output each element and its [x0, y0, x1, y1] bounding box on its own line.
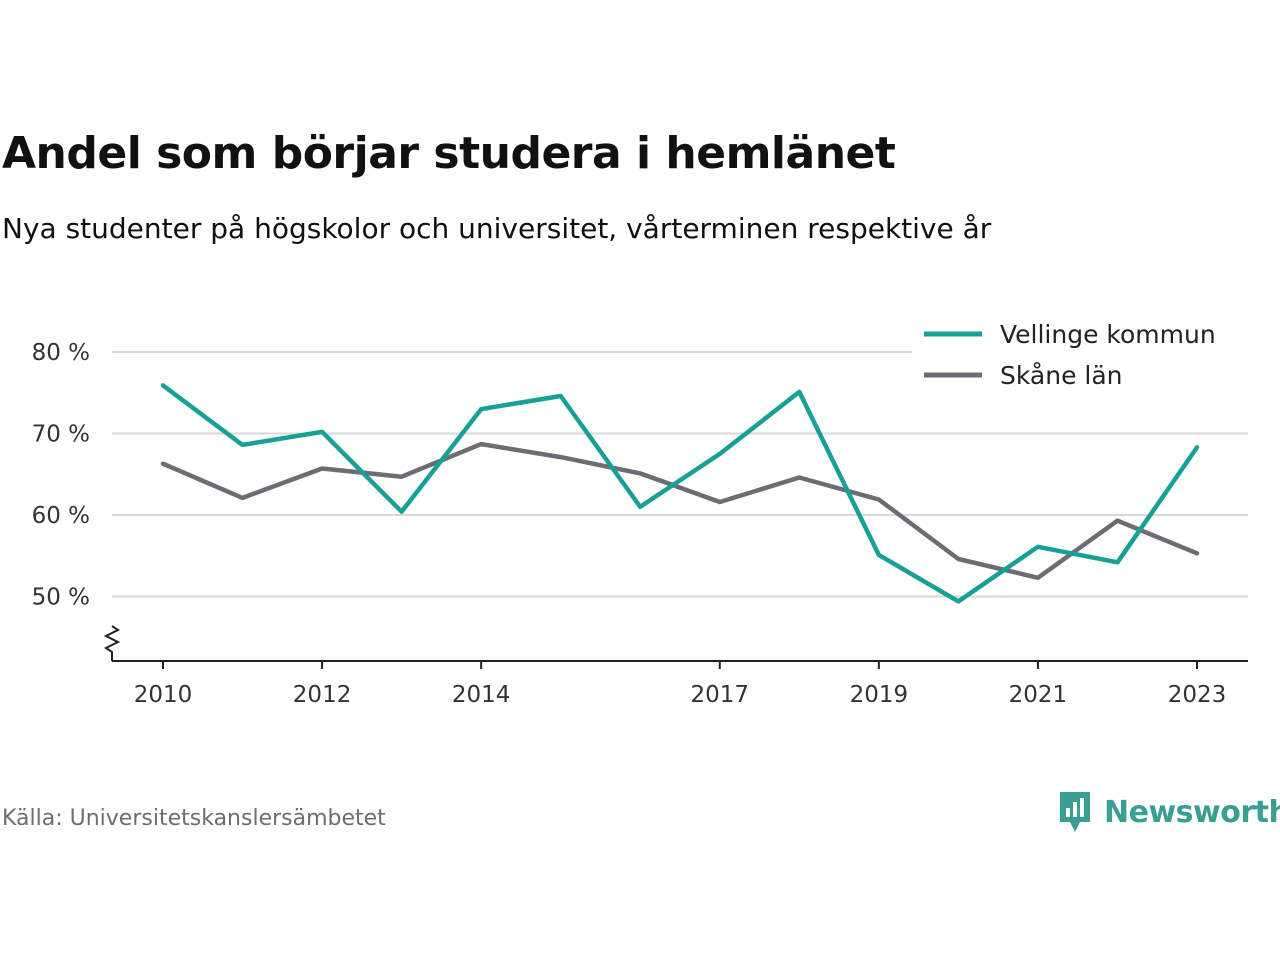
source-note: Källa: Universitetskanslersämbetet [2, 806, 386, 831]
x-tick-label: 2014 [452, 682, 511, 708]
axis-break-icon [103, 625, 121, 661]
x-tick-label: 2012 [293, 682, 352, 708]
legend-label: Skåne län [1000, 361, 1123, 390]
x-tick-label: 2010 [134, 682, 193, 708]
y-tick-label: 50 % [32, 585, 90, 611]
chart-subtitle: Nya studenter på högskolor och universit… [2, 212, 992, 245]
series-line [160, 441, 1200, 581]
legend-label: Vellinge kommun [1000, 320, 1216, 349]
x-axis-ticks: 2010 2012 2014 2017 2019 2021 2023 [134, 661, 1227, 708]
x-tick-label: 2021 [1009, 682, 1068, 708]
series-line [160, 383, 1200, 604]
x-axis [103, 625, 1248, 662]
legend-background [912, 316, 1248, 404]
logo-text: Newsworthy [1104, 794, 1280, 830]
y-tick-label: 80 % [32, 340, 90, 366]
line-chart: 80 % 70 % 60 % 50 % 2010 2012 2014 2017 2019 202… [32, 316, 1248, 708]
y-tick-label: 70 % [32, 422, 90, 448]
x-tick-label: 2017 [690, 682, 749, 708]
x-tick-label: 2019 [850, 682, 909, 708]
series-lines [160, 383, 1200, 604]
chart-title: Andel som börjar studera i hemlänet [2, 128, 896, 179]
y-axis-ticks: 80 % 70 % 60 % 50 % [32, 340, 90, 611]
y-tick-label: 60 % [32, 503, 90, 529]
newsworthy-logo-icon [1060, 792, 1090, 832]
newsworthy-logo: Newsworthy [1058, 790, 1280, 834]
x-tick-label: 2023 [1168, 682, 1227, 708]
legend: Vellinge kommun Skåne län [912, 316, 1248, 404]
